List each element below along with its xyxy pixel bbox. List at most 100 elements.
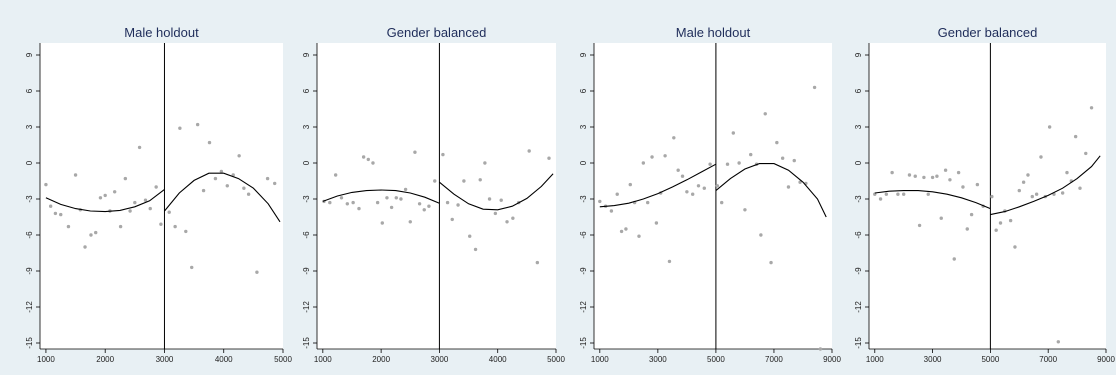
data-point [59, 212, 63, 217]
data-point [184, 229, 188, 234]
data-point [1021, 180, 1026, 184]
data-point [44, 182, 48, 187]
data-point [148, 206, 152, 211]
data-point [792, 158, 796, 163]
data-point [83, 245, 87, 249]
data-point [159, 222, 163, 226]
data-point [237, 154, 241, 158]
data-point [786, 185, 791, 189]
data-point [468, 234, 472, 238]
y-tick-label: -15 [302, 337, 311, 349]
x-tick-label: 5000 [981, 355, 999, 364]
data-point [366, 157, 370, 162]
data-point [720, 200, 724, 205]
data-point [123, 176, 128, 181]
data-point [702, 186, 706, 190]
data-point [737, 161, 741, 165]
data-point [884, 192, 889, 196]
panel-title: Male holdout [124, 25, 199, 40]
data-point [696, 184, 701, 188]
data-point [133, 200, 137, 205]
data-point [926, 192, 930, 196]
data-point [483, 161, 487, 165]
data-point [645, 200, 650, 205]
data-point [672, 136, 676, 140]
plot-area [869, 43, 1106, 349]
x-tick-label: 1000 [866, 355, 884, 364]
data-point [403, 187, 408, 192]
y-tick-label: 0 [302, 160, 311, 165]
data-point [339, 196, 344, 200]
y-tick-label: 0 [579, 160, 588, 165]
data-point [818, 347, 823, 351]
data-point [371, 161, 375, 165]
data-point [667, 259, 672, 264]
data-point [190, 265, 194, 270]
data-point [195, 122, 200, 127]
data-point [547, 156, 551, 160]
data-point [1073, 134, 1078, 139]
data-point [725, 162, 730, 166]
data-point [375, 200, 380, 205]
fit-line-left [599, 163, 717, 208]
data-point [935, 174, 939, 178]
data-point [952, 257, 956, 261]
data-point [246, 192, 251, 196]
y-tick-label: -12 [579, 301, 588, 313]
y-tick-label: 3 [25, 124, 34, 129]
y-tick-label: -6 [25, 231, 34, 239]
data-point [265, 176, 270, 181]
data-point [333, 173, 338, 177]
data-point [219, 169, 224, 174]
data-point [345, 202, 350, 206]
data-point [901, 192, 906, 196]
data-point [690, 192, 695, 196]
data-point [641, 161, 646, 165]
y-tick-label: 6 [25, 88, 34, 93]
data-point [1084, 151, 1088, 156]
y-tick-label: -9 [25, 267, 34, 275]
data-point [351, 200, 355, 205]
y-tick-label: -6 [302, 231, 311, 239]
data-point [1008, 218, 1013, 223]
y-tick-label: 9 [25, 52, 34, 57]
data-point [433, 179, 437, 183]
x-tick-label: 3000 [431, 355, 449, 364]
x-tick-label: 4000 [215, 355, 233, 364]
panel-male-holdout-2: Male holdout 1000 3000 5000 7000 9000 9 6 3 0 -3 -… [579, 25, 841, 364]
y-tick-label: 6 [854, 88, 863, 93]
data-point [456, 203, 460, 207]
data-point [680, 174, 685, 178]
data-point [173, 224, 177, 229]
data-point [94, 230, 98, 235]
panel-male-holdout-1: Male holdout 1000 2000 3000 4000 5000 9 6 3 0 -3 -… [25, 25, 292, 364]
x-tick-label: 9000 [1097, 355, 1115, 364]
y-tick-label: -3 [854, 195, 863, 203]
y-tick-label: 0 [854, 160, 863, 165]
fit-line-left [874, 190, 991, 210]
x-tick-label: 1000 [314, 355, 332, 364]
data-point [178, 126, 182, 130]
y-tick-label: 6 [302, 88, 311, 93]
data-point [73, 173, 78, 177]
data-point [708, 162, 712, 166]
data-point [1056, 340, 1061, 344]
data-point [89, 233, 93, 237]
data-point [961, 185, 965, 189]
data-point [225, 184, 229, 188]
data-point [743, 208, 747, 212]
y-tick-label: -9 [302, 267, 311, 275]
y-tick-label: -3 [25, 195, 34, 203]
data-point [939, 216, 943, 220]
data-point [878, 197, 883, 201]
x-tick-label: 1000 [591, 355, 609, 364]
data-point [112, 190, 117, 194]
data-point [654, 221, 659, 225]
data-point [731, 131, 736, 135]
x-tick-label: 9000 [823, 355, 841, 364]
data-point [462, 179, 466, 183]
data-point [943, 168, 948, 172]
data-point [408, 220, 412, 224]
data-point [637, 234, 641, 238]
